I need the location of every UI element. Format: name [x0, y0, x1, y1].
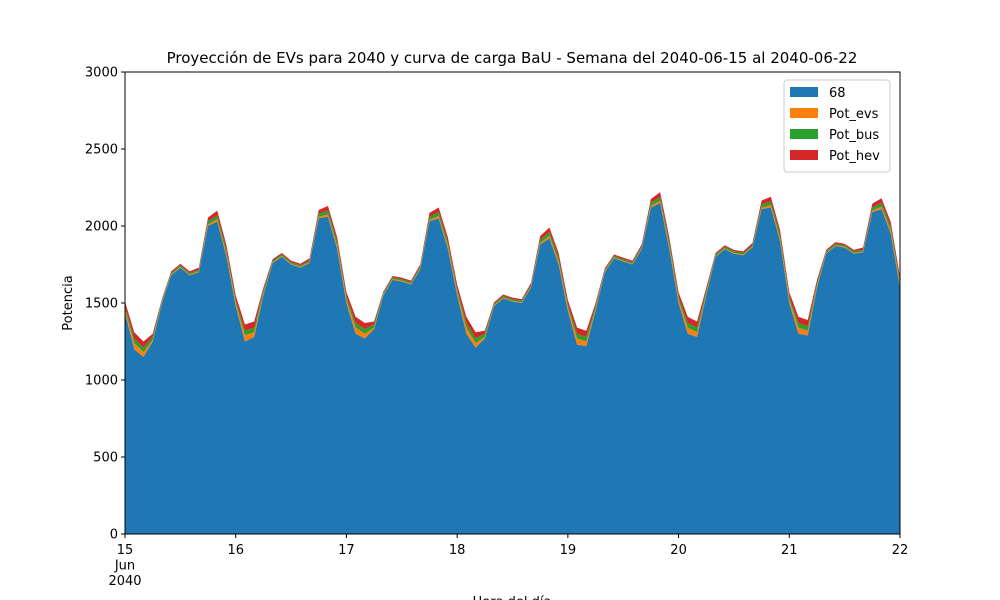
- y-tick-label: 1500: [85, 297, 118, 312]
- x-tick-label: 17: [338, 543, 355, 558]
- legend-swatch: [790, 150, 818, 160]
- y-tick-label: 0: [110, 528, 118, 543]
- legend-label: Pot_bus: [829, 128, 879, 143]
- chart-title: Proyección de EVs para 2040 y curva de c…: [167, 49, 858, 67]
- y-tick-label: 2500: [85, 143, 118, 158]
- x-tick-label: 20: [670, 543, 687, 558]
- legend-swatch: [790, 87, 818, 97]
- y-tick-label: 2000: [85, 220, 118, 235]
- x-tick-label: 15 Jun 2040: [108, 543, 141, 589]
- x-tick-label: 19: [560, 543, 577, 558]
- legend-label: 68: [829, 86, 846, 101]
- legend-swatch: [790, 129, 818, 139]
- y-tick-label: 3000: [85, 66, 118, 81]
- x-tick-label: 16: [227, 543, 244, 558]
- y-tick-label: 1000: [85, 374, 118, 389]
- x-tick-label: 22: [892, 543, 909, 558]
- legend-label: Pot_hev: [829, 149, 880, 164]
- legend-swatch: [790, 108, 818, 118]
- legend-label: Pot_evs: [829, 107, 879, 122]
- y-tick-label: 500: [93, 451, 118, 466]
- y-axis-label: Potencia: [61, 275, 76, 330]
- area: [125, 202, 900, 534]
- x-tick-label: 21: [781, 543, 798, 558]
- x-axis-label: Hora del día: [473, 595, 552, 600]
- x-tick-label: 18: [449, 543, 466, 558]
- legend-box: [783, 79, 891, 173]
